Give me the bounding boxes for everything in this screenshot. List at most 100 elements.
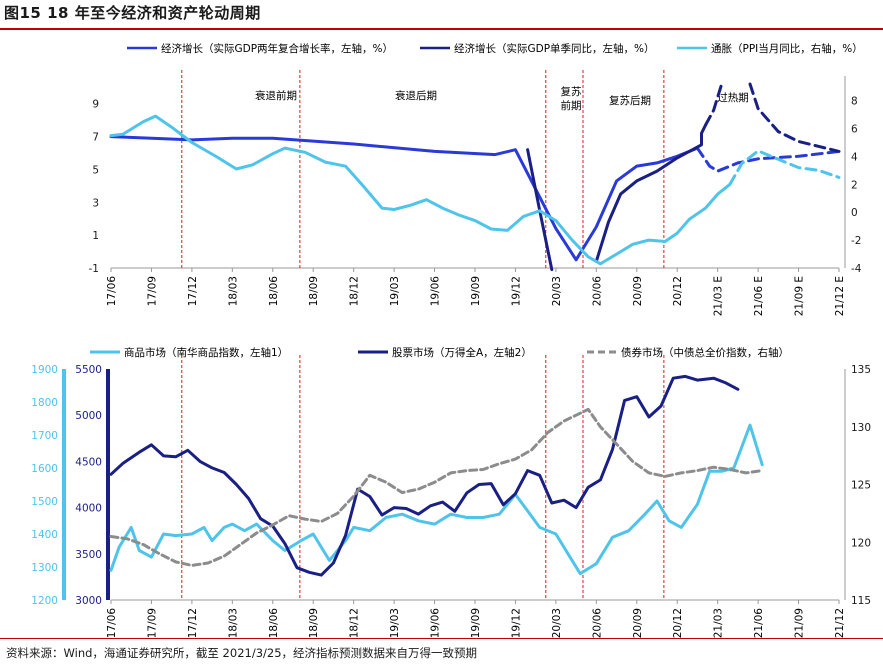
x-tick-label: 19/06 [430,608,442,639]
y-right-axis-tick-label: 115 [851,595,871,607]
y-left2-axis-tick-label: 5000 [75,410,102,422]
y-left1-axis-tick-label: 1400 [31,529,58,541]
chart2-axes: 17/06 17/09 17/12 18/03 18/06 18/09 18/12 19/03… [31,364,871,638]
legend-item-gdp-2y: 经济增长（实际GDP两年复合增长率，左轴，%） [127,42,393,55]
legend-label: 商品市场（南华商品指数，左轴1） [124,346,288,359]
x-tick-label: 18/06 [268,608,280,639]
chart1-legend: 经济增长（实际GDP两年复合增长率，左轴，%） 经济增长（实际GDP单季同比，左… [127,42,863,55]
x-tick-label: 18/03 [227,276,239,306]
top-rule [0,28,883,30]
chart1-phase-dividers [181,70,665,268]
chart2-series [109,374,764,577]
chart1-axes: 17/06 17/09 17/12 18/03 18/06 18/09 18/12 19/03… [89,76,862,316]
y-right-axis-tick-label: 125 [851,480,871,492]
x-tick-label: 21/06 [753,608,765,639]
legend-item-stock: 股票市场（万得全A，左轴2） [358,346,532,359]
series-line [748,82,841,153]
y-left1-axis-tick-label: 1300 [31,562,58,574]
phase-label-recovery-late: 复苏后期 [609,94,651,107]
x-tick-label: 21/03 E [713,276,725,316]
x-tick-label: 19/03 [389,276,401,306]
chart2-legend: 商品市场（南华商品指数，左轴1） 股票市场（万得全A，左轴2） 债券市场（中债总… [90,346,789,359]
phase-label-overheat: 过热期 [717,91,749,104]
chart1: 经济增长（实际GDP两年复合增长率，左轴，%） 经济增长（实际GDP单季同比，左… [89,42,863,316]
x-tick-label: 18/12 [349,608,361,638]
x-tick-label: 17/09 [146,608,158,638]
legend-item-bond: 债券市场（中债总全价指数，右轴） [587,346,789,359]
chart2: 商品市场（南华商品指数，左轴1） 股票市场（万得全A，左轴2） 债券市场（中债总… [31,346,871,638]
x-tick-label: 17/09 [146,276,158,306]
x-tick-label: 18/03 [227,608,239,638]
phase-label-recession-late: 衰退后期 [395,89,437,102]
y-left1-axis-tick-label: 1600 [31,463,58,475]
figure-title: 图15 18 年至今经济和资产轮动周期 [4,4,261,22]
y-left-axis-tick-label: 5 [92,164,99,176]
chart2-phase-dividers [181,355,665,600]
x-tick-label: 18/09 [308,276,320,306]
y-right-axis-tick-label: 120 [851,537,871,549]
y-left-axis-tick-label: 7 [92,132,99,144]
phase-label-recovery-early-2: 前期 [561,99,582,112]
x-tick-label: 19/12 [510,276,522,306]
y-right-axis-tick-label: 6 [851,124,858,136]
x-tick-label: 19/12 [510,608,522,638]
x-tick-label: 21/03 [713,608,725,638]
legend-label: 债券市场（中债总全价指数，右轴） [621,346,789,359]
y-left-axis-tick-label: 3 [92,197,99,209]
x-tick-label: 19/06 [430,276,442,307]
x-tick-label: 20/03 [551,608,563,638]
legend-item-gdp-q: 经济增长（实际GDP单季同比，左轴，%） [420,42,655,55]
legend-label: 经济增长（实际GDP两年复合增长率，左轴，%） [161,42,393,55]
y-left1-axis-tick-label: 1900 [31,364,58,376]
x-tick-label: 21/09 [794,608,806,638]
y-left2-axis-tick-label: 5500 [75,364,102,376]
y-left-axis-tick-label: 1 [92,230,99,242]
x-tick-label: 18/12 [349,276,361,306]
y-right-axis-tick-label: -2 [851,235,861,247]
x-tick-label: 21/06 E [753,276,765,316]
phase-label-recovery-early-1: 复苏 [561,85,582,98]
series-line [109,135,699,262]
x-tick-label: 20/12 [672,608,684,638]
phase-label-recession-early: 衰退前期 [255,89,297,102]
y-left2-axis-tick-label: 4000 [75,503,102,515]
y-right-axis-tick-label: 0 [851,207,858,219]
chart1-phase-labels: 衰退前期 衰退后期 复苏 前期 复苏后期 过热期 [255,85,749,112]
x-tick-label: 20/03 [551,276,563,306]
x-tick-label: 18/09 [308,608,320,638]
y-left1-axis-tick-label: 1800 [31,397,58,409]
y-right-axis-tick-label: 4 [851,151,858,163]
series-line [695,146,841,173]
y-left1-axis-tick-label: 1200 [31,595,58,607]
x-tick-label: 19/09 [470,608,482,638]
x-tick-label: 19/03 [389,608,401,638]
series-line [728,149,841,186]
y-right-axis-tick-label: 2 [851,179,858,191]
x-tick-label: 17/06 [106,276,118,307]
series-line [594,123,707,263]
series-line [109,374,740,577]
series-line [109,114,732,266]
y-left1-axis-tick-label: 1500 [31,496,58,508]
x-tick-label: 21/09 E [794,276,806,316]
y-right-axis-tick-label: 8 [851,96,858,108]
bottom-rule [0,638,883,639]
y-right-axis-tick-label: 130 [851,422,871,434]
y-left2-axis-tick-label: 4500 [75,456,102,468]
y-left-axis-tick-label: 9 [92,99,99,111]
x-tick-label: 17/06 [106,608,118,639]
x-tick-label: 17/12 [187,276,199,306]
series-line [109,407,764,567]
series-line [704,82,724,127]
y-left1-axis-tick-label: 1700 [31,430,58,442]
x-tick-label: 21/12 [834,608,846,638]
x-tick-label: 20/12 [672,276,684,306]
legend-item-ppi: 通胀（PPI当月同比，右轴，%） [677,42,863,55]
chart1-series [109,82,841,272]
y-left2-axis-tick-label: 3500 [75,549,102,561]
x-tick-label: 19/09 [470,276,482,306]
y-left2-axis-tick-label: 3000 [75,595,102,607]
y-right-axis-tick-label: -4 [851,263,862,275]
y-left-axis-tick-label: -1 [89,263,99,275]
